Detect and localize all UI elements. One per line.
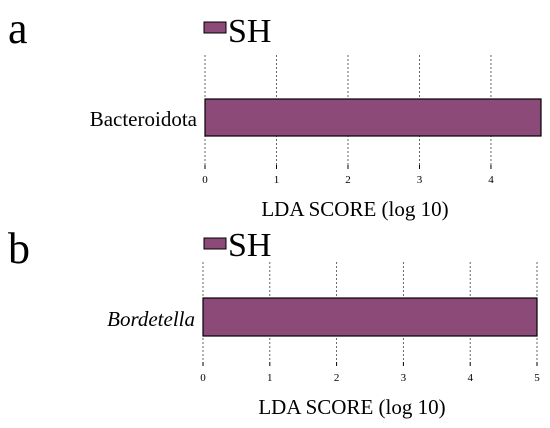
- tick-label-b-5: 5: [534, 372, 540, 384]
- panel-label-a: a: [8, 4, 28, 53]
- plot-b: 0 1 2 3 4 5 Bordetella: [107, 262, 540, 384]
- legend-swatch-b: [203, 237, 227, 250]
- legend-swatch-a: [203, 21, 227, 34]
- legend-b: SH: [203, 227, 271, 264]
- x-axis-label-b: LDA SCORE (log 10): [258, 395, 445, 419]
- tick-label-b-2: 2: [334, 372, 340, 384]
- x-axis-label-a: LDA SCORE (log 10): [261, 197, 448, 221]
- tick-label-a-3: 3: [417, 174, 423, 186]
- category-label-b-0: Bordetella: [107, 307, 195, 331]
- legend-label-a: SH: [228, 13, 271, 50]
- tick-label-a-2: 2: [345, 174, 351, 186]
- tick-label-b-0: 0: [200, 372, 206, 384]
- legend-a: SH: [203, 13, 271, 50]
- tick-label-b-4: 4: [467, 372, 473, 384]
- bar-b-0: [202, 297, 538, 337]
- tick-label-b-3: 3: [401, 372, 407, 384]
- legend-label-b: SH: [228, 227, 271, 264]
- tick-label-b-1: 1: [267, 372, 273, 384]
- tick-label-a-0: 0: [202, 174, 208, 186]
- plot-a: 0 1 2 3 4 Bacteroidota: [90, 55, 542, 186]
- category-label-a-0: Bacteroidota: [90, 107, 198, 131]
- panel-b: b SH 0 1 2 3 4 5 Bordetella LDA SCORE (log 10): [8, 224, 540, 419]
- tick-label-a-1: 1: [274, 174, 280, 186]
- panel-a: a SH 0 1 2 3 4 Bacteroidota LDA SCORE (log 10…: [8, 4, 542, 221]
- tick-label-a-4: 4: [488, 174, 494, 186]
- panel-label-b: b: [8, 224, 30, 273]
- bar-a-0: [204, 98, 542, 137]
